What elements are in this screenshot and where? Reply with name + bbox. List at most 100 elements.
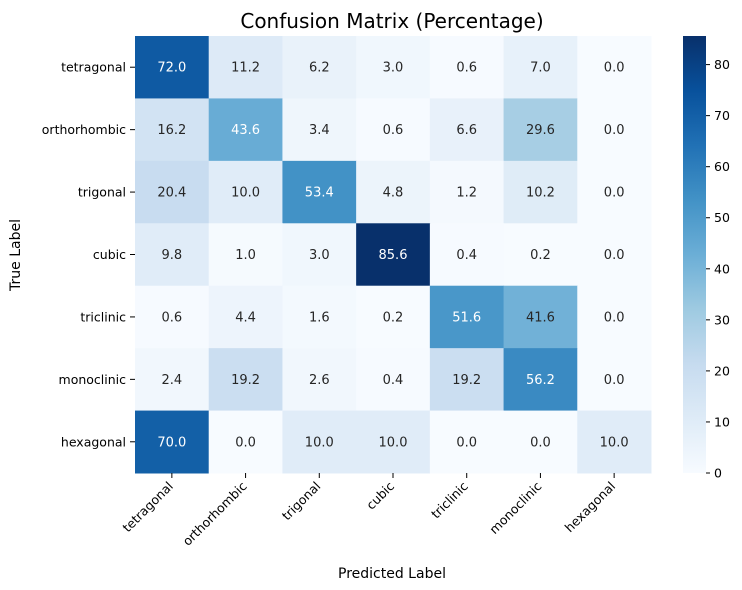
heatmap-cell: [503, 285, 578, 349]
x-tick-label: triclinic: [428, 478, 471, 521]
cell-value-label: 0.0: [604, 248, 625, 263]
cell-value-label: 0.6: [162, 310, 183, 325]
cell-value-label: 10.0: [231, 186, 260, 201]
cell-value-label: 6.6: [456, 123, 477, 138]
heatmap-cell: [429, 160, 505, 224]
cell-value-label: 0.6: [456, 61, 477, 76]
heatmap-cell: [356, 348, 431, 412]
y-tick-label: orthorhombic: [42, 122, 126, 137]
heatmap-cell: [282, 410, 357, 474]
cell-value-label: 19.2: [231, 373, 260, 388]
cell-value-label: 3.0: [309, 248, 330, 263]
heatmap-cell: [282, 223, 357, 287]
colorbar-tick-label: 70: [714, 108, 730, 123]
cell-value-label: 29.6: [526, 123, 555, 138]
heatmap-cell: [577, 36, 652, 99]
cell-value-label: 0.4: [456, 248, 477, 263]
y-tick-label: triclinic: [80, 309, 126, 324]
heatmap-cell: [208, 36, 283, 99]
cell-value-label: 70.0: [157, 435, 186, 450]
heatmap-cell: [577, 285, 652, 349]
cell-value-label: 20.4: [157, 186, 186, 201]
x-axis-ticks: tetragonal orthorhombic trigonal cubic tricl…: [119, 473, 618, 549]
heatmap-cell: [577, 348, 652, 412]
cell-value-label: 85.6: [379, 248, 408, 263]
heatmap-cell: [356, 98, 431, 162]
heatmap-cell: [135, 410, 210, 474]
heatmap-cell: [429, 285, 505, 349]
heatmap-cell: [429, 348, 505, 412]
colorbar-tick-label: 10: [714, 414, 730, 429]
heatmap-cell: [503, 36, 578, 99]
heatmap-cell: [135, 348, 210, 412]
colorbar-gradient: [683, 36, 706, 473]
cell-value-label: 4.4: [235, 310, 256, 325]
colorbar: 0 10 20 30 40 50 60 70 80: [683, 36, 730, 481]
cell-value-label: 2.4: [162, 373, 183, 388]
x-tick-label: hexagonal: [562, 479, 619, 536]
cell-value-label: 72.0: [157, 61, 186, 76]
cell-value-label: 0.0: [604, 61, 625, 76]
cell-value-label: 16.2: [157, 123, 186, 138]
cell-value-label: 10.0: [305, 435, 334, 450]
heatmap-cell: [208, 223, 283, 287]
cell-value-label: 0.0: [235, 435, 256, 450]
y-tick-label: hexagonal: [61, 434, 126, 449]
cell-value-label: 0.6: [383, 123, 404, 138]
heatmap-cell: [208, 410, 283, 474]
x-tick-label: orthorhombic: [180, 478, 250, 548]
colorbar-tick-label: 60: [714, 159, 730, 174]
cell-value-label: 51.6: [452, 310, 481, 325]
heatmap-cell: [577, 410, 652, 474]
cell-value-label: 10.2: [526, 186, 555, 201]
heatmap-cell: [282, 36, 357, 99]
heatmap-cell: [503, 98, 578, 162]
heatmap-cell: [356, 160, 431, 224]
heatmap-cells: 72.0 11.2 6.2 3.0 0.6 7.0 0.0 16.2 43.6 3.4 0.6 6.6…: [135, 36, 652, 474]
heatmap-cell: [135, 36, 210, 99]
cell-value-label: 0.0: [604, 373, 625, 388]
cell-value-label: 3.0: [383, 61, 404, 76]
heatmap-cell: [135, 285, 210, 349]
cell-value-label: 1.2: [456, 186, 477, 201]
cell-value-label: 41.6: [526, 310, 555, 325]
heatmap-cell: [208, 160, 283, 224]
heatmap-cell: [282, 160, 357, 224]
cell-value-label: 1.6: [309, 310, 330, 325]
heatmap-cell: [135, 223, 210, 287]
cell-value-label: 10.0: [600, 435, 629, 450]
colorbar-tick-label: 20: [714, 363, 730, 378]
heatmap-cell: [503, 410, 578, 474]
heatmap-cell: [429, 98, 505, 162]
cell-value-label: 7.0: [530, 61, 551, 76]
cell-value-label: 0.2: [530, 248, 551, 263]
heatmap-cell: [503, 348, 578, 412]
cell-value-label: 0.0: [456, 435, 477, 450]
heatmap-cell: [503, 160, 578, 224]
cell-value-label: 4.8: [383, 186, 404, 201]
y-tick-label: trigonal: [78, 185, 126, 200]
heatmap-cell: [208, 98, 283, 162]
heatmap-cell: [356, 285, 431, 349]
heatmap-cell: [282, 348, 357, 412]
heatmap-cell: [282, 98, 357, 162]
cell-value-label: 10.0: [379, 435, 408, 450]
cell-value-label: 9.8: [162, 248, 183, 263]
cell-value-label: 3.4: [309, 123, 330, 138]
y-tick-label: tetragonal: [61, 60, 126, 75]
x-tick-label: monoclinic: [486, 478, 544, 536]
heatmap-cell: [429, 36, 505, 99]
colorbar-tick-label: 80: [714, 57, 730, 72]
heatmap-cell: [135, 98, 210, 162]
cell-value-label: 1.0: [235, 248, 256, 263]
x-axis-label: Predicted Label: [338, 566, 446, 582]
cell-value-label: 0.0: [604, 123, 625, 138]
x-tick-label: trigonal: [279, 479, 324, 524]
colorbar-tick-label: 50: [714, 210, 730, 225]
cell-value-label: 0.0: [530, 435, 551, 450]
y-axis-label: True Label: [8, 219, 24, 292]
cell-value-label: 43.6: [231, 123, 260, 138]
colorbar-tick-label: 0: [714, 466, 722, 481]
cell-value-label: 19.2: [452, 373, 481, 388]
